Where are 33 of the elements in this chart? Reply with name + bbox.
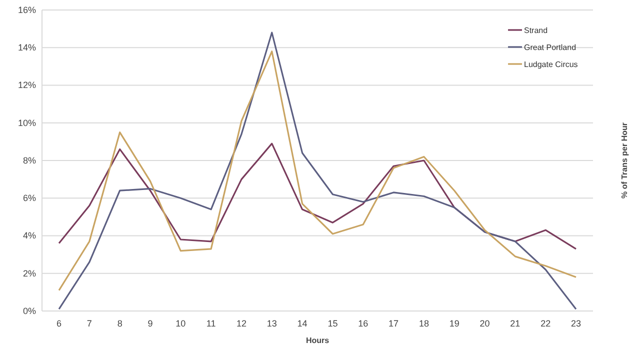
x-tick-label: 22 [540, 318, 551, 328]
y-tick-label: 0% [22, 306, 36, 316]
y-tick-label: 16% [18, 4, 36, 15]
x-tick-label: 6 [56, 318, 62, 328]
y-tick-label: 12% [18, 80, 36, 90]
x-tick-label: 7 [86, 318, 92, 328]
legend-label: Strand [524, 26, 548, 35]
y-tick-label: 8% [22, 155, 36, 166]
y-tick-label: 10% [18, 118, 36, 128]
y-tick-label: 14% [18, 42, 36, 53]
x-axis-title: Hours [306, 336, 330, 345]
y-tick-label: 2% [22, 268, 36, 278]
y-axis-title: % of Trans per Hour [620, 122, 629, 199]
x-tick-label: 16 [358, 318, 368, 328]
x-tick-label: 20 [480, 318, 490, 328]
x-tick-label: 10 [176, 318, 186, 328]
x-tick-label: 15 [328, 318, 338, 328]
x-tick-label: 14 [297, 318, 308, 328]
x-tick-label: 21 [510, 318, 520, 328]
line-series [58, 142, 577, 250]
x-tick-label: 11 [206, 318, 216, 328]
x-tick-label: 12 [236, 318, 246, 328]
x-tick-label: 23 [570, 318, 582, 328]
x-tick-label: 9 [148, 318, 153, 328]
x-tick-label: 17 [388, 318, 399, 328]
y-tick-label: 6% [22, 193, 36, 204]
legend-label: Great Portland [524, 43, 576, 52]
y-tick-label: 4% [22, 230, 36, 241]
legend-label: Ludgate Circus [524, 60, 578, 69]
x-tick-label: 8 [117, 318, 122, 328]
x-tick-label: 13 [266, 318, 277, 328]
x-tick-label: 19 [449, 318, 460, 328]
x-tick-label: 18 [418, 318, 429, 328]
